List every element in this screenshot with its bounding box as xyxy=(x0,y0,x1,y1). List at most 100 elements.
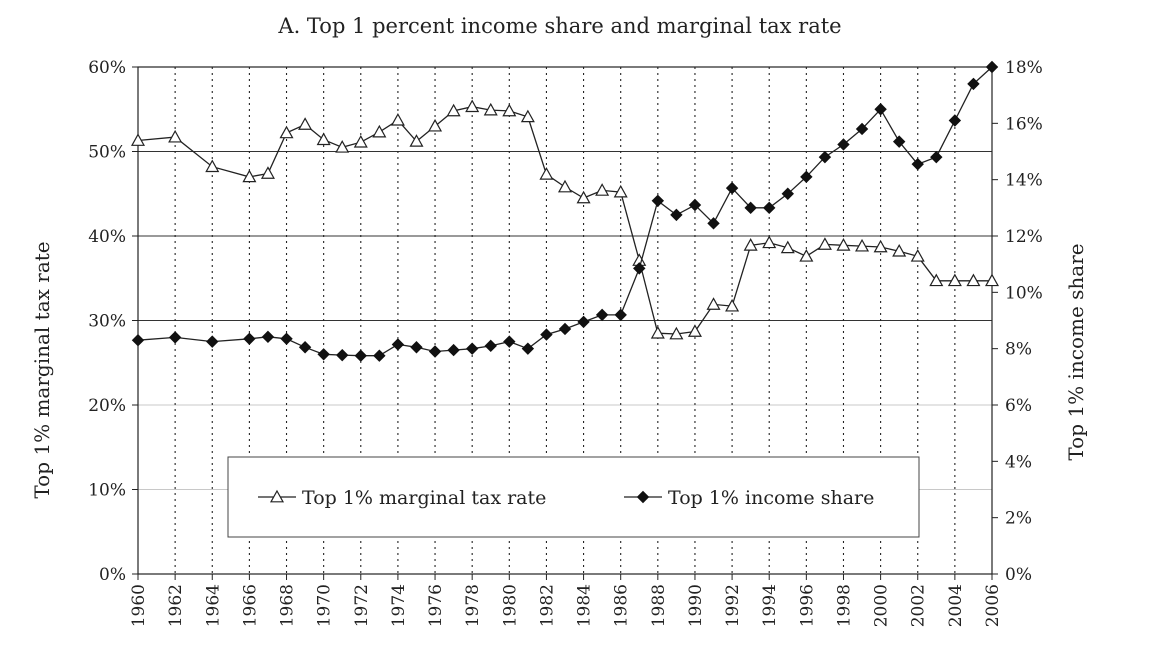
point-income-share xyxy=(800,170,813,184)
point-tax-rate xyxy=(762,235,777,249)
point-tax-rate xyxy=(409,134,424,147)
point-income-share xyxy=(168,331,182,344)
x-axis-tick-label: 1970 xyxy=(315,584,335,627)
legend-items xyxy=(258,489,662,504)
point-tax-rate xyxy=(669,326,684,340)
point-tax-rate xyxy=(465,99,480,113)
x-axis-tick-label: 1968 xyxy=(278,584,298,627)
y-axis-right-tick-label: 2% xyxy=(1005,509,1032,529)
chart-title: A. Top 1 percent income share and margin… xyxy=(277,14,841,38)
x-axis-tick-label: 1998 xyxy=(834,584,854,627)
point-income-share xyxy=(614,308,627,322)
point-income-share xyxy=(595,308,609,322)
point-income-share xyxy=(354,349,367,362)
point-tax-rate xyxy=(836,238,851,251)
y-axis-right-tick-label: 8% xyxy=(1005,340,1032,360)
point-tax-rate xyxy=(483,102,498,116)
x-axis-tick-label: 1994 xyxy=(760,584,780,627)
x-axis-tick-label: 1964 xyxy=(203,584,223,627)
point-tax-rate xyxy=(502,103,517,117)
point-income-share xyxy=(447,343,460,357)
point-income-share xyxy=(818,150,832,164)
point-tax-rate xyxy=(910,249,925,262)
point-tax-rate xyxy=(743,238,758,251)
x-axis-tick-label: 1990 xyxy=(686,584,706,627)
x-axis-tick-label: 1982 xyxy=(537,584,557,627)
y-axis-left-tick-label: 40% xyxy=(88,227,126,247)
point-tax-rate xyxy=(539,167,554,180)
y-axis-left-tick-label: 0% xyxy=(99,565,126,585)
point-income-share xyxy=(484,339,497,353)
series-line-tax-rate xyxy=(137,106,992,335)
point-income-share xyxy=(948,114,962,127)
y-axis-right-tick-label: 18% xyxy=(1005,58,1043,78)
point-tax-rate xyxy=(613,184,628,198)
point-tax-rate xyxy=(372,124,387,138)
x-axis-tick-label: 2006 xyxy=(983,584,1003,627)
legend-label-income-share: Top 1% income share xyxy=(668,487,874,509)
point-income-share xyxy=(336,348,349,362)
point-tax-rate xyxy=(725,298,740,312)
point-income-share xyxy=(985,60,999,74)
legend-box xyxy=(227,456,920,538)
legend-marker-income-share xyxy=(636,490,650,504)
point-tax-rate xyxy=(817,237,832,250)
x-axis-tick-label: 1992 xyxy=(723,584,743,627)
point-income-share xyxy=(892,135,906,148)
point-tax-rate xyxy=(335,140,350,153)
x-axis-tick-label: 1984 xyxy=(575,584,595,627)
point-tax-rate xyxy=(428,118,443,132)
point-tax-rate xyxy=(687,324,702,337)
series xyxy=(130,60,1000,362)
x-axis-tick-label: 1972 xyxy=(352,584,372,627)
point-income-share xyxy=(930,150,943,164)
point-income-share xyxy=(206,335,219,348)
y-axis-right-tick-label: 6% xyxy=(1005,396,1032,416)
point-income-share xyxy=(670,208,683,222)
y-axis-left-tick-label: 20% xyxy=(88,396,126,416)
point-tax-rate xyxy=(353,134,368,148)
point-income-share xyxy=(855,122,869,136)
point-income-share xyxy=(911,157,924,171)
point-income-share xyxy=(298,341,312,354)
point-income-share xyxy=(874,103,887,116)
point-tax-rate xyxy=(780,240,795,254)
point-income-share xyxy=(540,328,553,341)
point-tax-rate xyxy=(650,325,665,339)
x-axis-tick-label: 1960 xyxy=(129,584,149,627)
point-tax-rate xyxy=(892,243,907,257)
point-income-share xyxy=(465,342,479,355)
point-tax-rate xyxy=(984,273,1000,287)
point-tax-rate xyxy=(279,125,294,139)
y-axis-right-tick-label: 4% xyxy=(1005,452,1032,472)
point-tax-rate xyxy=(706,297,721,310)
x-axis-tick-label: 2004 xyxy=(946,584,966,627)
point-tax-rate xyxy=(873,239,888,253)
point-tax-rate xyxy=(929,273,944,287)
point-income-share xyxy=(261,330,275,344)
y-axis-right-tick-label: 14% xyxy=(1005,171,1043,191)
series-line-income-share xyxy=(137,66,993,357)
point-income-share xyxy=(763,201,776,215)
x-axis-tick-label: 1980 xyxy=(500,584,520,627)
point-income-share xyxy=(837,138,850,151)
point-income-share xyxy=(651,194,665,207)
x-axis-tick-label: 1996 xyxy=(797,584,817,627)
x-axis-tick-label: 1986 xyxy=(612,584,632,627)
point-income-share xyxy=(410,341,423,354)
point-income-share xyxy=(688,198,702,212)
axis-ticks: 0% 10% 20% 30% 40% 50% 60% 0% 2% 4% 6% 8% 10% 12% 14% 1… xyxy=(88,58,1043,627)
point-income-share xyxy=(373,349,386,362)
y-axis-right-label: Top 1% income share xyxy=(1064,243,1088,460)
point-income-share xyxy=(391,338,405,351)
point-tax-rate xyxy=(242,169,257,183)
point-tax-rate xyxy=(446,103,461,117)
point-tax-rate xyxy=(260,166,275,179)
point-income-share xyxy=(280,332,293,346)
point-tax-rate xyxy=(855,238,870,252)
point-income-share xyxy=(317,348,330,361)
x-axis-tick-label: 2000 xyxy=(872,584,892,627)
point-income-share xyxy=(725,181,739,195)
